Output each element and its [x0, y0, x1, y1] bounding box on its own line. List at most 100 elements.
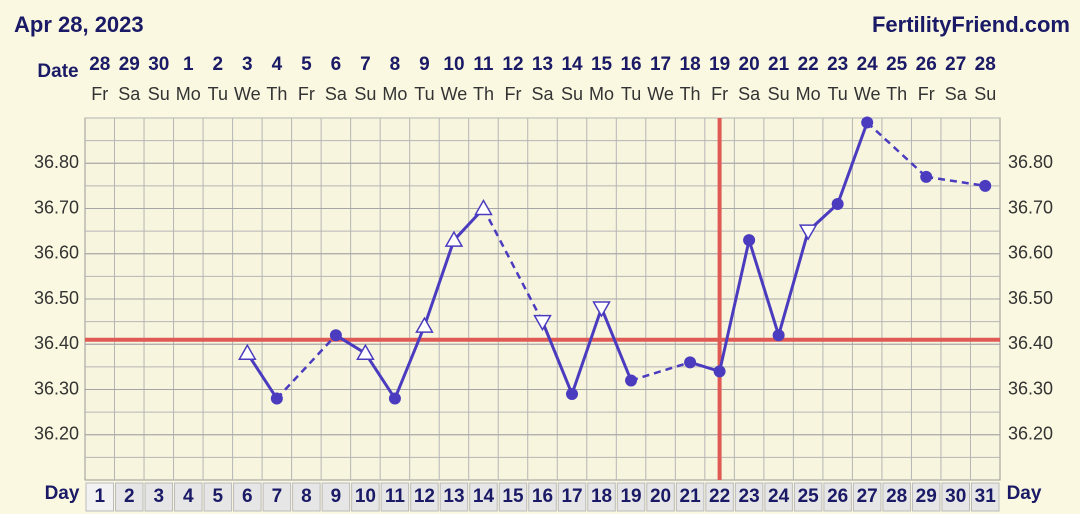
day-number: 16 — [532, 486, 553, 507]
weekday-label: Su — [974, 84, 996, 104]
weekday-label: Mo — [176, 84, 201, 104]
day-cell — [469, 482, 498, 512]
day-cell — [115, 482, 144, 512]
day-number: 28 — [886, 486, 907, 507]
day-cell — [292, 482, 321, 512]
date-label: 29 — [119, 54, 140, 75]
gap-connector — [926, 175, 986, 188]
date-label: 4 — [272, 54, 283, 75]
temp-point-open — [592, 301, 611, 318]
date-label: 18 — [680, 54, 701, 75]
weekday-label: Sa — [118, 84, 141, 104]
date-label: 22 — [798, 54, 819, 75]
day-cell — [941, 482, 970, 512]
day-number: 27 — [857, 486, 878, 507]
weekday-label: Tu — [208, 84, 228, 104]
weekday-label: Tu — [827, 84, 847, 104]
temp-point — [861, 116, 874, 129]
temp-point — [388, 392, 401, 405]
day-label: Day — [1007, 483, 1042, 504]
date-label: 2 — [213, 54, 224, 75]
day-number: 4 — [183, 486, 194, 507]
day-number: 18 — [591, 486, 612, 507]
day-label: Day — [45, 483, 80, 504]
temp-point — [625, 374, 638, 387]
temp-point-open — [798, 224, 818, 241]
day-cell — [970, 482, 1000, 512]
date-label: 27 — [945, 54, 966, 75]
y-tick-label: 36.30 — [34, 378, 79, 398]
day-cell — [85, 482, 115, 512]
day-cell — [439, 482, 469, 512]
gap-connector — [275, 334, 337, 400]
y-tick-label: 36.70 — [1008, 197, 1053, 217]
date-label: 26 — [916, 54, 937, 75]
day-cell — [882, 482, 911, 512]
weekday-label: We — [854, 84, 881, 104]
day-cell — [616, 482, 646, 512]
weekday-label: We — [441, 84, 468, 104]
day-number: 7 — [272, 486, 283, 507]
date-label: 15 — [591, 54, 613, 75]
weekday-label: Th — [473, 84, 494, 104]
day-number: 15 — [502, 486, 524, 507]
weekday-label: Su — [768, 84, 790, 104]
day-cell — [351, 482, 380, 512]
gap-connector — [630, 361, 691, 382]
date-label: 13 — [532, 54, 553, 75]
day-number: 5 — [213, 486, 224, 507]
day-cell — [734, 482, 764, 512]
weekday-label: Mo — [382, 84, 407, 104]
temp-point — [979, 179, 992, 192]
y-tick-label: 36.80 — [1008, 152, 1053, 172]
gap-connector — [866, 121, 928, 178]
y-tick-label: 36.40 — [34, 333, 79, 353]
day-cell — [705, 482, 734, 512]
weekday-label: Fr — [918, 84, 935, 104]
day-cell — [675, 482, 705, 512]
day-number: 19 — [620, 486, 641, 507]
temp-point — [831, 197, 844, 210]
day-number: 22 — [709, 486, 730, 507]
y-tick-label: 36.60 — [1008, 243, 1053, 263]
weekday-label: Mo — [796, 84, 821, 104]
date-label: 8 — [390, 54, 401, 75]
day-number: 30 — [945, 486, 966, 507]
weekday-label: Fr — [91, 84, 108, 104]
y-tick-label: 36.70 — [34, 197, 79, 217]
date-label: 20 — [739, 54, 760, 75]
temp-point — [772, 329, 785, 342]
day-cell — [498, 482, 528, 512]
temp-point — [566, 388, 579, 401]
temp-point-open — [238, 343, 257, 361]
date-label: 28 — [975, 54, 996, 75]
y-tick-label: 36.40 — [1008, 333, 1053, 353]
day-number: 10 — [355, 486, 376, 507]
temp-point-open — [356, 343, 375, 361]
day-cell — [410, 482, 439, 512]
date-label: Date — [37, 61, 78, 82]
date-label: 11 — [473, 54, 494, 75]
weekday-label: Fr — [504, 84, 521, 104]
weekday-label: Sa — [738, 84, 761, 104]
y-tick-label: 36.50 — [34, 288, 79, 308]
day-cell — [262, 482, 292, 512]
date-label: 28 — [89, 54, 110, 75]
y-tick-label: 36.80 — [34, 152, 79, 172]
date-label: 23 — [827, 54, 848, 75]
date-label: 10 — [443, 54, 464, 75]
day-cell — [587, 482, 616, 512]
day-cell — [557, 482, 587, 512]
date-label: 16 — [620, 54, 641, 75]
date-label: 1 — [183, 54, 194, 75]
weekday-label: Th — [886, 84, 907, 104]
date-label: 9 — [419, 54, 430, 75]
weekday-label: Su — [561, 84, 583, 104]
date-label: 17 — [650, 54, 671, 75]
day-cell — [823, 482, 852, 512]
weekday-label: Su — [148, 84, 170, 104]
day-number: 8 — [301, 486, 312, 507]
date-label: 19 — [709, 54, 730, 75]
temp-point-open — [533, 314, 552, 332]
day-number: 14 — [473, 486, 495, 507]
